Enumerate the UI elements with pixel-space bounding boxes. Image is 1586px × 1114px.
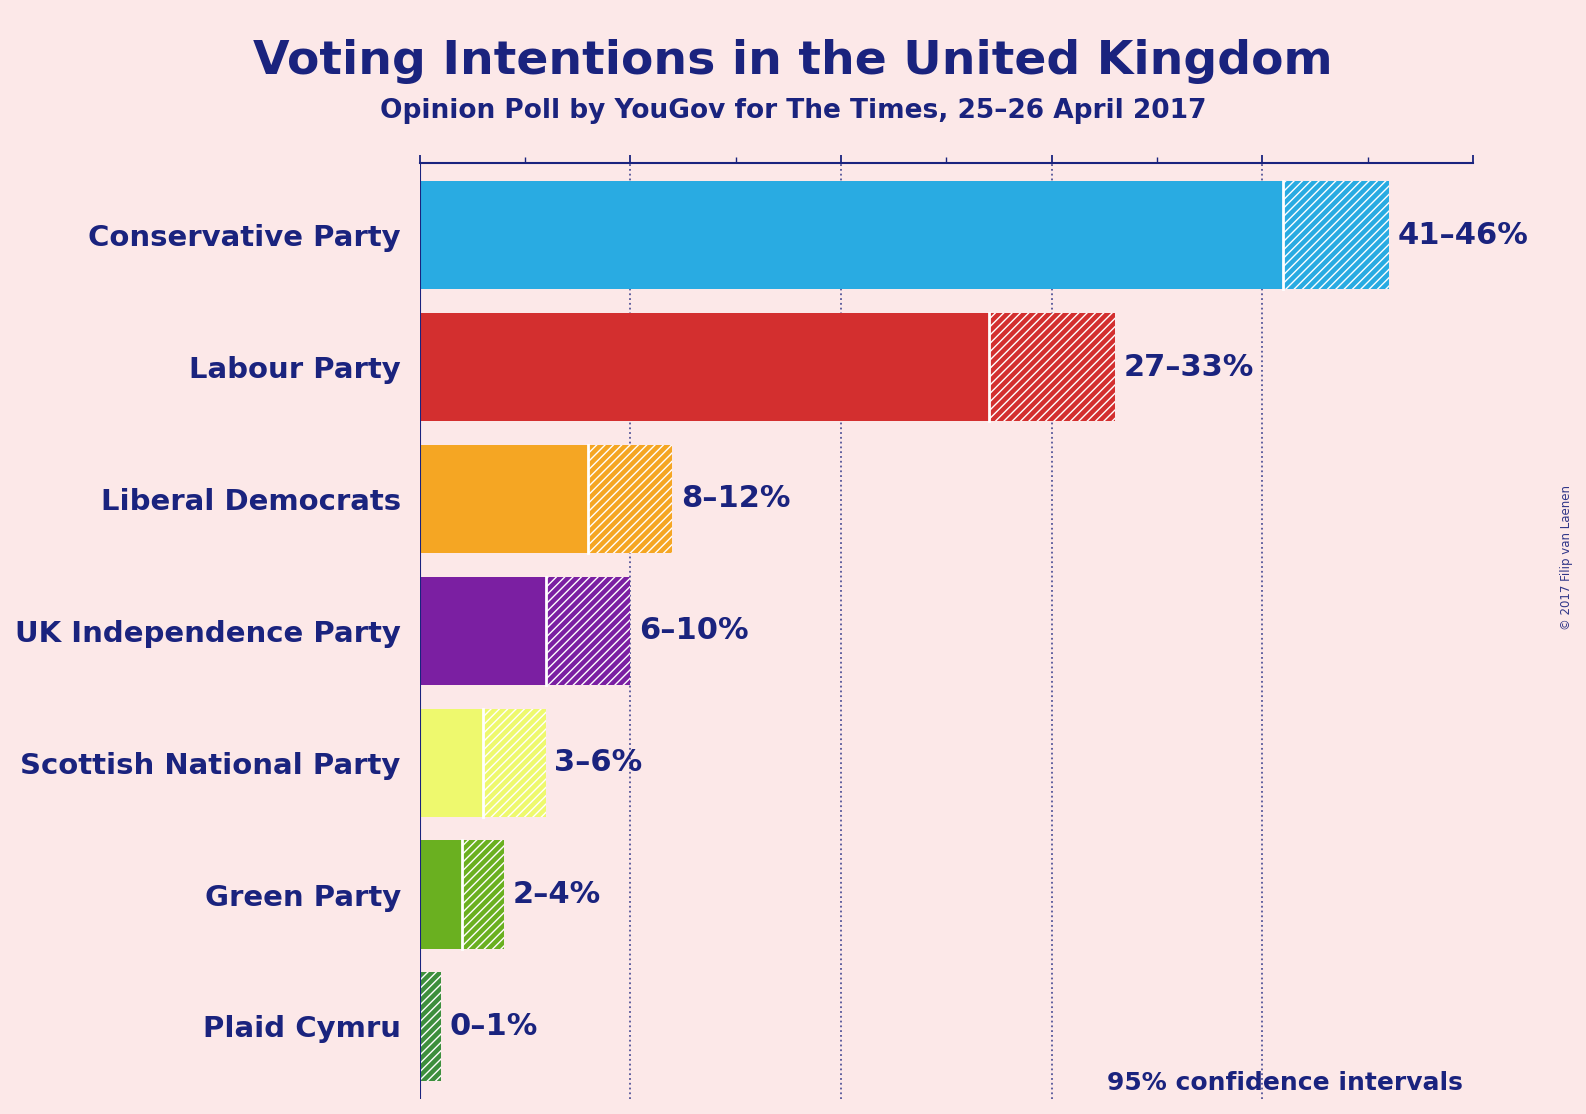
Text: 6–10%: 6–10%	[639, 616, 749, 645]
Text: 2–4%: 2–4%	[512, 880, 601, 909]
Bar	[420, 973, 441, 1081]
Bar	[546, 577, 630, 685]
Bar	[482, 709, 546, 817]
Bar	[420, 444, 588, 553]
Bar	[588, 444, 672, 553]
Text: 3–6%: 3–6%	[555, 749, 642, 778]
Text: Opinion Poll by YouGov for The Times, 25–26 April 2017: Opinion Poll by YouGov for The Times, 25…	[379, 98, 1207, 124]
Bar	[420, 973, 441, 1081]
Bar	[420, 577, 546, 685]
Bar	[420, 313, 988, 421]
Bar	[420, 840, 462, 949]
Bar	[588, 444, 672, 553]
Bar	[420, 709, 482, 817]
Text: 27–33%: 27–33%	[1123, 352, 1253, 381]
Bar	[482, 709, 546, 817]
Text: 41–46%: 41–46%	[1397, 221, 1529, 250]
Text: Voting Intentions in the United Kingdom: Voting Intentions in the United Kingdom	[254, 39, 1332, 84]
Bar	[1283, 182, 1389, 290]
Text: 0–1%: 0–1%	[449, 1012, 538, 1040]
Bar	[546, 577, 630, 685]
Text: 95% confidence intervals: 95% confidence intervals	[1107, 1071, 1462, 1095]
Bar	[988, 313, 1115, 421]
Bar	[1283, 182, 1389, 290]
Bar	[462, 840, 504, 949]
Bar	[462, 840, 504, 949]
Bar	[988, 313, 1115, 421]
Text: 8–12%: 8–12%	[680, 485, 790, 514]
Bar	[420, 182, 1283, 290]
Text: © 2017 Filip van Laenen: © 2017 Filip van Laenen	[1561, 485, 1573, 629]
